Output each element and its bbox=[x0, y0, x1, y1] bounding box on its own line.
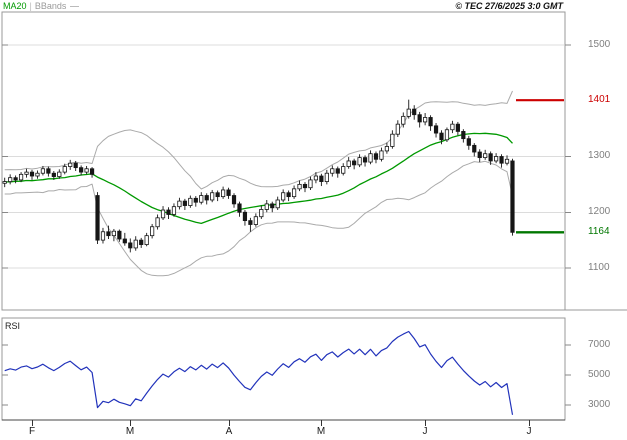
month-label-jun: J bbox=[422, 426, 428, 437]
ma20-legend-label: MA20 bbox=[3, 1, 27, 11]
bbands-legend-label: BBands bbox=[34, 1, 67, 11]
resistance-price-label: 1401 bbox=[588, 94, 611, 105]
rsi-axis-label-7000: 7000 bbox=[588, 339, 611, 350]
month-label-feb: F bbox=[28, 426, 36, 437]
month-label-may: M bbox=[316, 426, 326, 437]
rsi-panel-title: RSI bbox=[5, 321, 21, 331]
price-axis-label-1100: 1100 bbox=[588, 262, 610, 273]
price-axis-label-1300: 1300 bbox=[588, 150, 611, 161]
price-axis-label-1200: 1200 bbox=[588, 206, 611, 217]
month-label-mar: M bbox=[125, 426, 135, 437]
bbands-line-swatch bbox=[70, 6, 80, 8]
copyright-text: © TEC 27/6/2025 3:0 GMT bbox=[455, 1, 563, 11]
month-label-jul: J bbox=[526, 426, 532, 437]
rsi-axis-label-5000: 5000 bbox=[588, 369, 611, 380]
legend-separator: | bbox=[29, 1, 32, 11]
price-axis-label-1500: 1500 bbox=[588, 39, 611, 50]
month-label-apr: A bbox=[225, 426, 233, 437]
indicator-legend: MA20 | BBands bbox=[3, 1, 80, 11]
rsi-axis-label-3000: 3000 bbox=[588, 399, 611, 410]
support-price-label: 1164 bbox=[588, 226, 610, 237]
